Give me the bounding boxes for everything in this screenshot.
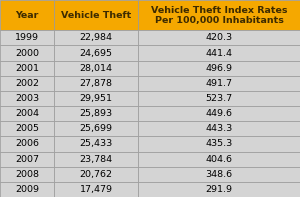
Text: 20,762: 20,762: [80, 170, 112, 179]
Bar: [54, 0, 138, 30]
Text: 2003: 2003: [15, 94, 39, 103]
Bar: [138, 151, 300, 167]
Text: 2002: 2002: [15, 79, 39, 88]
Text: 25,893: 25,893: [80, 109, 112, 118]
Text: 2001: 2001: [15, 64, 39, 73]
Text: 443.3: 443.3: [206, 124, 233, 133]
Text: Vehicle Theft: Vehicle Theft: [61, 11, 131, 20]
Bar: [0, 91, 54, 106]
Text: 441.4: 441.4: [206, 48, 233, 58]
Bar: [54, 182, 138, 197]
Text: 348.6: 348.6: [206, 170, 233, 179]
Bar: [54, 91, 138, 106]
Text: 523.7: 523.7: [206, 94, 233, 103]
Text: 2000: 2000: [15, 48, 39, 58]
Bar: [54, 167, 138, 182]
Bar: [0, 0, 54, 30]
Bar: [0, 106, 54, 121]
Text: 435.3: 435.3: [206, 139, 233, 149]
Bar: [138, 76, 300, 91]
Bar: [54, 106, 138, 121]
Bar: [54, 46, 138, 61]
Text: 2009: 2009: [15, 185, 39, 194]
Text: 28,014: 28,014: [80, 64, 112, 73]
Text: 23,784: 23,784: [80, 155, 112, 164]
Bar: [138, 167, 300, 182]
Text: 404.6: 404.6: [206, 155, 233, 164]
Text: 420.3: 420.3: [206, 33, 233, 42]
Text: 27,878: 27,878: [80, 79, 112, 88]
Bar: [138, 182, 300, 197]
Text: 25,433: 25,433: [80, 139, 112, 149]
Bar: [0, 151, 54, 167]
Bar: [54, 136, 138, 151]
Text: 496.9: 496.9: [206, 64, 233, 73]
Bar: [54, 30, 138, 46]
Bar: [138, 30, 300, 46]
Bar: [0, 61, 54, 76]
Bar: [0, 182, 54, 197]
Text: 449.6: 449.6: [206, 109, 233, 118]
Text: Year: Year: [15, 11, 39, 20]
Bar: [0, 121, 54, 136]
Text: 291.9: 291.9: [206, 185, 233, 194]
Bar: [0, 167, 54, 182]
Bar: [138, 121, 300, 136]
Text: 2007: 2007: [15, 155, 39, 164]
Bar: [138, 136, 300, 151]
Bar: [0, 46, 54, 61]
Text: 2005: 2005: [15, 124, 39, 133]
Bar: [54, 61, 138, 76]
Text: 2004: 2004: [15, 109, 39, 118]
Bar: [138, 91, 300, 106]
Bar: [54, 76, 138, 91]
Bar: [0, 30, 54, 46]
Text: 2006: 2006: [15, 139, 39, 149]
Text: 491.7: 491.7: [206, 79, 233, 88]
Text: 29,951: 29,951: [80, 94, 112, 103]
Bar: [0, 136, 54, 151]
Bar: [138, 106, 300, 121]
Text: 22,984: 22,984: [80, 33, 112, 42]
Text: Vehicle Theft Index Rates
Per 100,000 Inhabitants: Vehicle Theft Index Rates Per 100,000 In…: [151, 6, 287, 25]
Text: 25,699: 25,699: [80, 124, 112, 133]
Bar: [138, 46, 300, 61]
Bar: [138, 0, 300, 30]
Text: 17,479: 17,479: [80, 185, 112, 194]
Text: 1999: 1999: [15, 33, 39, 42]
Bar: [54, 151, 138, 167]
Text: 2008: 2008: [15, 170, 39, 179]
Bar: [138, 61, 300, 76]
Bar: [54, 121, 138, 136]
Bar: [0, 76, 54, 91]
Text: 24,695: 24,695: [80, 48, 112, 58]
